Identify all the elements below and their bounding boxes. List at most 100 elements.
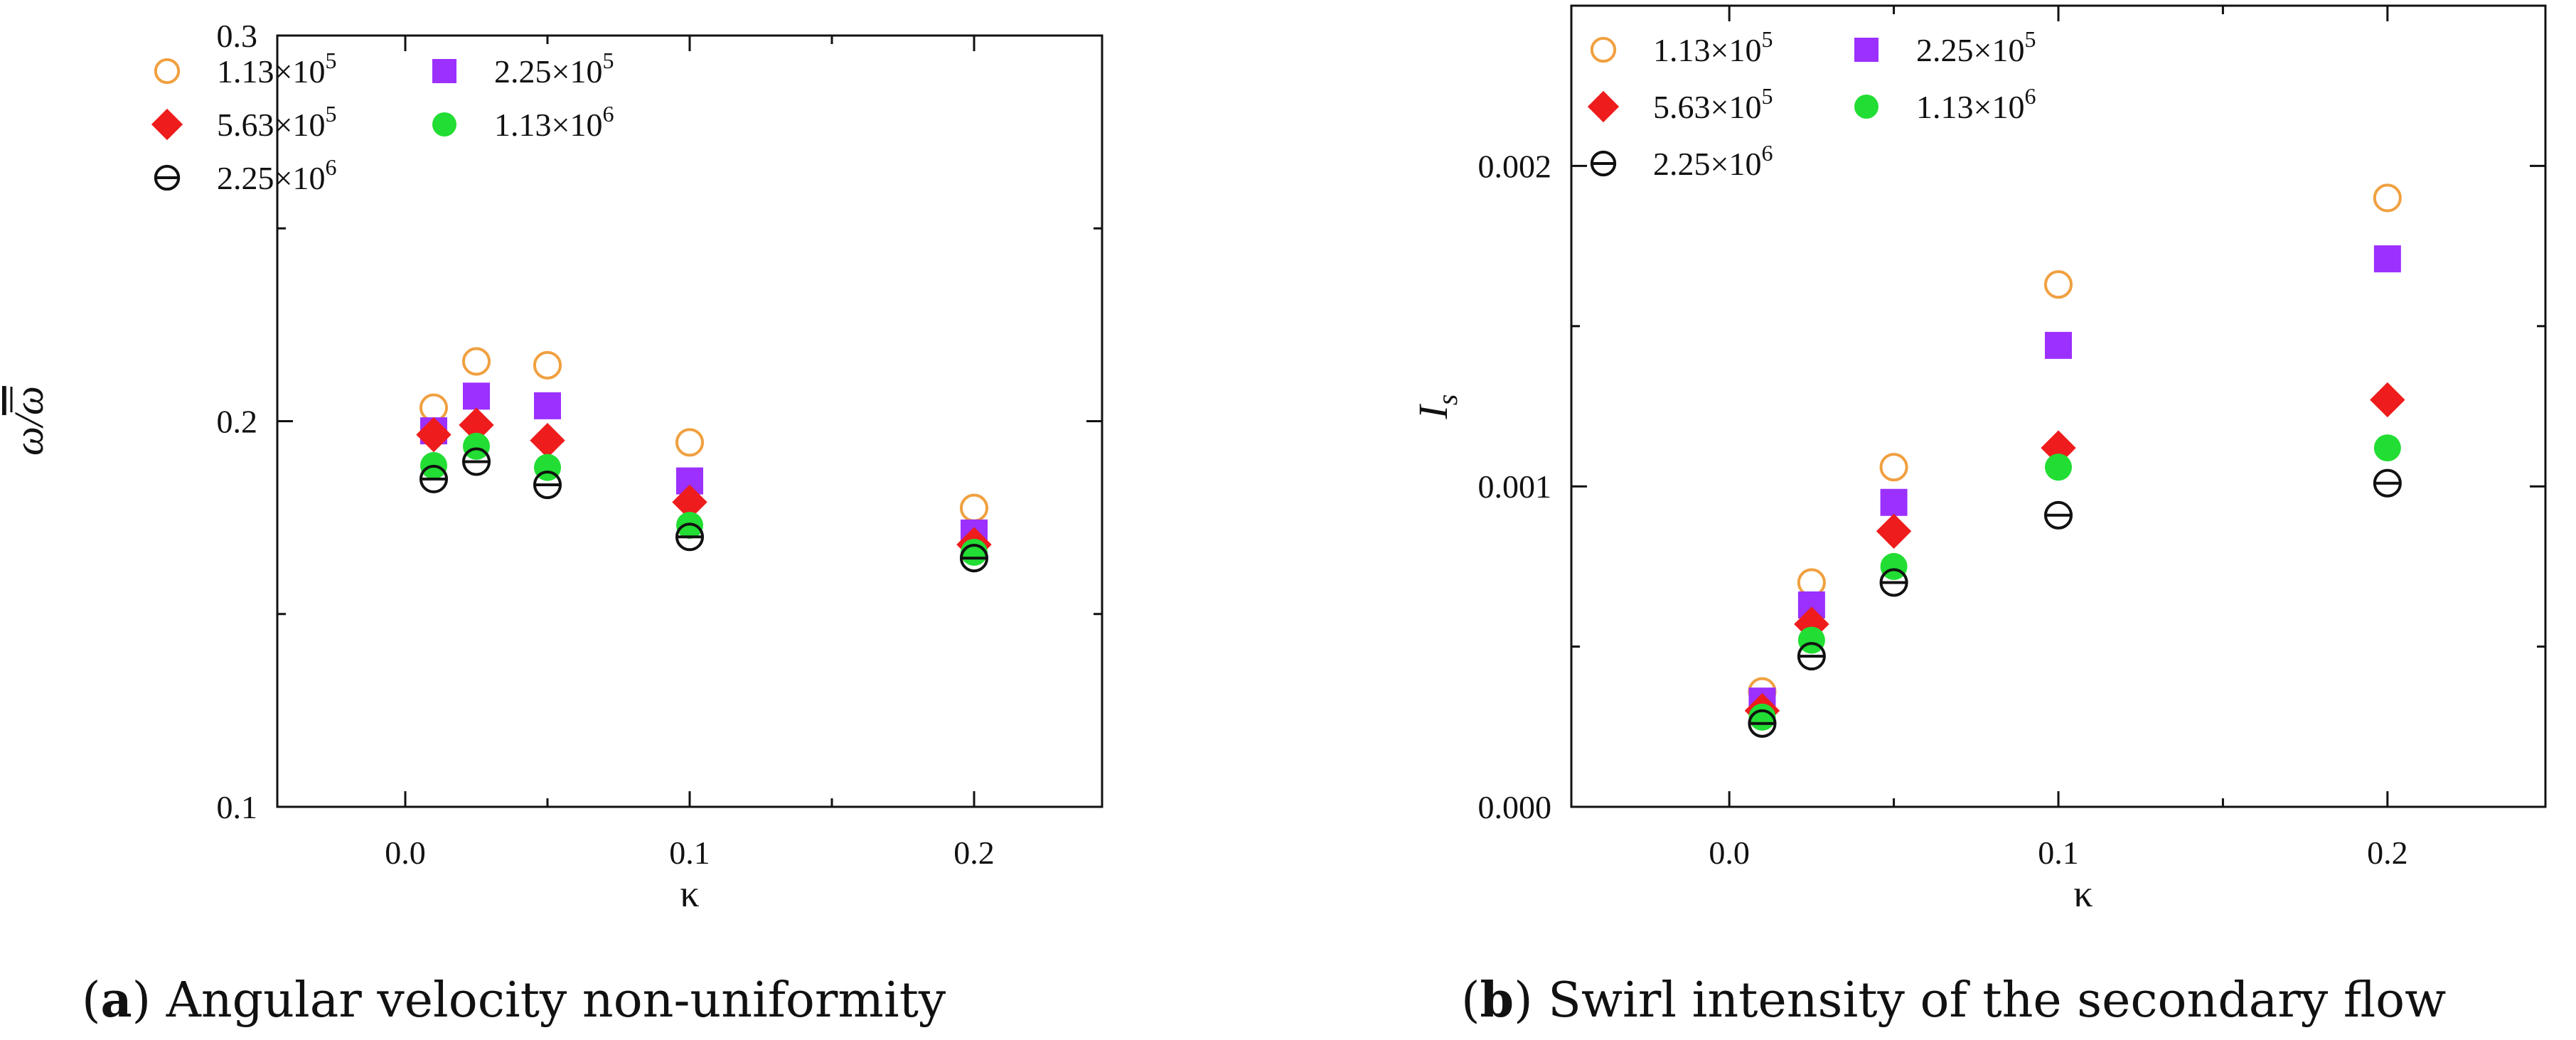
legend-label-exponent: 6: [325, 154, 336, 180]
y-axis-label-text: ω/ω: [6, 386, 52, 456]
data-point-theta-circle: [533, 470, 562, 500]
legend-label: 1.13×105: [217, 48, 336, 90]
legend-label-exponent: 5: [2024, 26, 2036, 52]
legend-item: 2.25×106: [154, 154, 336, 196]
panel-a-caption-letter: a: [101, 972, 132, 1029]
data-point-diamond: [530, 422, 565, 459]
legend-label-exponent: 5: [1761, 26, 1773, 52]
data-point-square: [2045, 331, 2072, 359]
y-axis-label-text: Is: [1410, 395, 1463, 420]
panel-b-caption: (b) Swirl intensity of the secondary flo…: [1461, 972, 2446, 1029]
legend-label: 2.25×105: [494, 48, 614, 90]
legend-item: 2.25×105: [432, 48, 614, 90]
legend-label-exponent: 5: [325, 101, 336, 127]
legend-marker-theta-circle: [1590, 150, 1617, 177]
legend-item: 1.13×105: [154, 48, 336, 90]
panel-b-y-axis-label: Is: [1410, 395, 1463, 420]
panel-b-x-axis-label: κ: [2073, 872, 2093, 915]
data-point-open-circle: [959, 493, 989, 522]
legend-marker-filled-circle: [1854, 95, 1878, 119]
data-point-open-circle: [2373, 183, 2402, 213]
panel-a-plot-frame: [276, 34, 1103, 808]
legend-label: 2.25×105: [1916, 26, 2036, 68]
legend-label-mantissa: 5.63×10: [217, 107, 325, 143]
legend-label-exponent: 6: [602, 101, 614, 127]
legend-label-exponent: 5: [325, 48, 336, 73]
data-point-square: [2373, 245, 2401, 273]
data-point-open-circle: [533, 350, 562, 380]
legend-marker-diamond: [1587, 90, 1620, 123]
data-point-square: [1880, 488, 1908, 516]
legend-label: 5.63×105: [1653, 83, 1773, 125]
legend-label-exponent: 6: [2024, 83, 2036, 109]
data-point-square: [534, 392, 561, 419]
y-label-omega: ω/: [6, 412, 52, 456]
legend-label-mantissa: 1.13×10: [1916, 89, 2024, 125]
data-point-diamond: [672, 484, 707, 520]
data-point-theta-circle: [2373, 468, 2402, 498]
legend-label-mantissa: 2.25×10: [494, 53, 602, 90]
y-label-omega-bar: ω: [6, 386, 52, 415]
legend-label: 2.25×106: [1653, 140, 1773, 182]
panel-a-caption: (a) Angular velocity non-uniformity: [82, 972, 946, 1029]
y-tick-label: 0.1: [217, 789, 258, 825]
x-tick-label: 0.1: [669, 835, 710, 871]
legend-label-exponent: 6: [1761, 140, 1773, 166]
panel-a-y-axis-label: ω/ω: [6, 386, 52, 456]
legend-label-mantissa: 1.13×10: [1653, 32, 1761, 68]
panel-b-caption-text: Swirl intensity of the secondary flow: [1548, 972, 2446, 1029]
y-tick-label: 0.3: [217, 18, 258, 54]
data-point-filled-circle: [2045, 454, 2072, 481]
legend-label-mantissa: 2.25×10: [217, 160, 325, 196]
data-point-open-circle: [419, 393, 449, 422]
legend-item: 2.25×105: [1854, 26, 2036, 68]
y-label-main: I: [1410, 403, 1456, 419]
legend-item: 1.13×106: [1854, 83, 2036, 125]
y-tick-label: 0.001: [1478, 468, 1552, 505]
legend-label-mantissa: 1.13×10: [217, 53, 325, 90]
legend-label: 2.25×106: [217, 154, 336, 196]
panel-b-ticks: 0.0 0.1 0.2 0.000 0.001 0.002: [1478, 6, 2545, 871]
legend-marker-theta-circle: [154, 164, 181, 191]
legend-marker-diamond: [151, 108, 183, 141]
legend-label-mantissa: 2.25×10: [1653, 146, 1761, 182]
data-point-filled-circle: [463, 432, 490, 460]
panel-a-x-axis-label: κ: [680, 872, 699, 915]
data-point-square: [463, 382, 490, 410]
data-point-diamond: [1876, 513, 1912, 550]
data-point-theta-circle: [2043, 500, 2073, 530]
panel-a-markers: [416, 347, 992, 573]
panel-b-plot-frame: [1570, 4, 2547, 808]
panel-b-markers: [1744, 183, 2405, 738]
x-tick-label: 0.1: [2038, 835, 2079, 871]
legend-label: 1.13×106: [494, 101, 614, 143]
legend-label-mantissa: 1.13×10: [494, 107, 602, 143]
x-tick-label: 0.0: [1709, 835, 1750, 871]
legend-item: 1.13×105: [1590, 26, 1773, 68]
panel-b-caption-letter: b: [1480, 972, 1514, 1029]
x-tick-label: 0.2: [2367, 835, 2408, 871]
data-point-diamond: [2041, 430, 2076, 466]
data-point-open-circle: [2043, 270, 2073, 299]
x-tick-label: 0.0: [385, 835, 426, 871]
legend-marker-square: [432, 59, 456, 83]
legend-label: 1.13×105: [1653, 26, 1773, 68]
x-tick-label: 0.2: [953, 835, 995, 871]
data-point-theta-circle: [461, 447, 491, 476]
data-point-theta-circle: [419, 464, 449, 493]
legend-marker-open-circle: [154, 58, 181, 85]
legend-label-exponent: 5: [602, 48, 614, 73]
legend-marker-open-circle: [1590, 36, 1617, 63]
legend-marker-square: [1854, 38, 1878, 62]
legend-item: 2.25×106: [1590, 140, 1773, 182]
y-tick-label: 0.000: [1478, 789, 1552, 825]
legend-label: 5.63×105: [217, 101, 336, 143]
panel-a-chart: 0.0 0.1 0.20.10.20.3 ω/ω κ 1.13×105 2.25×10…: [6, 18, 1103, 1029]
legend-item: 1.13×106: [432, 101, 614, 143]
data-point-diamond: [459, 407, 494, 443]
data-point-theta-circle: [1797, 642, 1826, 671]
data-point-diamond: [416, 417, 451, 453]
